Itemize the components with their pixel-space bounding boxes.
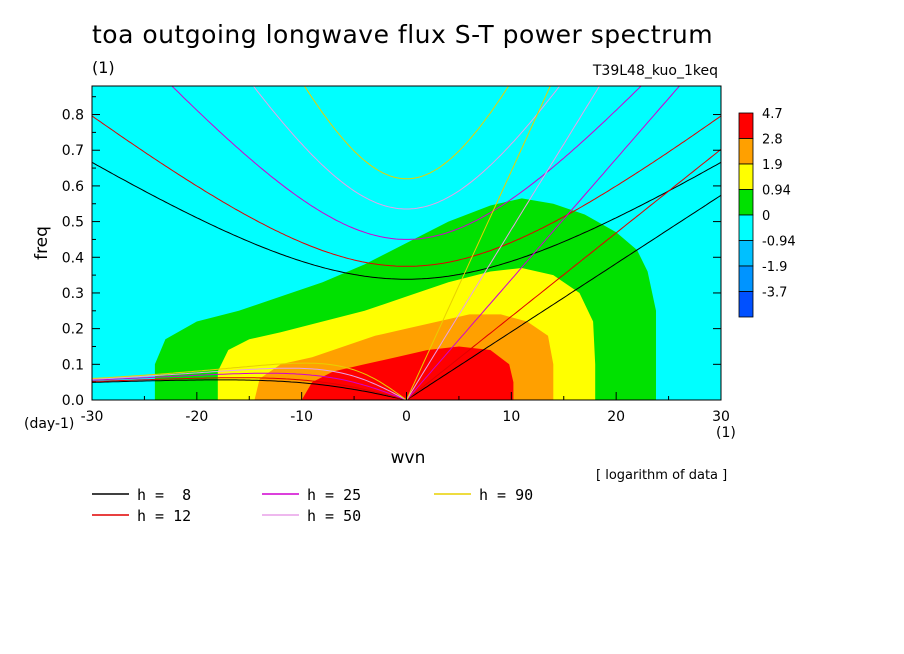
x-tick-label: 20: [607, 409, 625, 425]
contour-fills: [92, 86, 721, 400]
x-tick-label: -20: [185, 409, 208, 425]
y-tick-label: 0.4: [62, 250, 84, 266]
y-tick-label: 0.1: [62, 357, 84, 373]
colorbar-swatch: [738, 112, 754, 139]
legend-label: h = 8: [137, 486, 191, 504]
dispersion-curve-h12: [92, 115, 721, 267]
dispersion-curve-h90: [92, 362, 407, 400]
colorbar-label: -3.7: [762, 286, 787, 301]
dispersion-curve-h90: [303, 86, 510, 180]
x-axis-label: wvn: [391, 448, 426, 468]
colorbar-label: 4.7: [762, 107, 783, 122]
colorbar-swatch: [738, 189, 754, 216]
x-tick-label: -30: [81, 409, 104, 425]
colorbar-label: 1.9: [762, 158, 783, 173]
y-axis-units-label: (day-1): [24, 416, 75, 432]
colorbar-swatch: [738, 163, 754, 190]
legend: h = 8 h = 12 h = 25 h = 50 h = 90: [92, 486, 533, 525]
colorbar-swatch: [738, 240, 754, 267]
colorbar-swatch: [738, 138, 754, 165]
colorbar-label: -0.94: [762, 235, 796, 250]
legend-label: h = 12: [137, 507, 191, 525]
y-tick-label: 0.5: [62, 215, 84, 231]
chart-title: toa outgoing longwave flux S-T power spe…: [92, 20, 714, 49]
y-tick-label: 0.8: [62, 108, 84, 124]
dispersion-curve-h25: [406, 86, 681, 400]
x-tick-label: 0: [402, 409, 411, 425]
colorbar-label: 2.8: [762, 133, 783, 148]
x-axis: -30 -20 -10 0 10 20 30: [81, 392, 730, 425]
contour-region: [301, 346, 514, 400]
y-tick-label: 0.0: [62, 393, 84, 409]
colorbar-label: 0.94: [762, 184, 791, 199]
colorbar-swatch: [738, 291, 754, 318]
dispersion-curve-h8: [92, 161, 721, 280]
dispersion-curve-h50: [92, 367, 407, 400]
dispersion-curve-h12: [92, 377, 407, 400]
dispersion-curve-h50: [252, 86, 561, 210]
colorbar-label: -1.9: [762, 260, 787, 275]
legend-label: h = 50: [307, 507, 361, 525]
colorbar-swatch: [738, 214, 754, 241]
y-tick-label: 0.7: [62, 143, 84, 159]
y-tick-label: 0.6: [62, 179, 84, 195]
x-axis-units-label: (1): [716, 425, 736, 441]
x-tick-label: -10: [290, 409, 313, 425]
colorbar: 4.7 2.8 1.9 0.94 0 -0.94 -1.9 -3.7: [738, 107, 796, 318]
dispersion-curve-h8: [92, 379, 407, 400]
legend-label: h = 25: [307, 486, 361, 504]
dispersion-curve-h25: [171, 86, 642, 240]
dispersion-curve-h90: [406, 86, 551, 400]
dispersion-curve-h25: [92, 372, 407, 400]
colorbar-swatch: [738, 265, 754, 292]
y-axis-label: freq: [32, 226, 52, 260]
run-name: T39L48_kuo_1keq: [592, 63, 718, 79]
x-tick-label: 10: [502, 409, 520, 425]
dispersion-curve-h8: [406, 194, 721, 400]
chart-units-label: (1): [92, 58, 115, 77]
dispersion-curve-h50: [406, 86, 601, 400]
x-tick-label: 30: [712, 409, 730, 425]
y-axis: 0.0 0.1 0.2 0.3 0.4 0.5 0.6 0.7 0.8: [62, 96, 721, 409]
y-tick-label: 0.2: [62, 322, 84, 338]
legend-label: h = 90: [479, 486, 533, 504]
y-tick-label: 0.3: [62, 286, 84, 302]
dispersion-curve-h12: [406, 148, 721, 400]
colorbar-label: 0: [762, 209, 770, 224]
data-note: [ logarithm of data ]: [596, 468, 728, 483]
dispersion-curves: [92, 86, 721, 400]
